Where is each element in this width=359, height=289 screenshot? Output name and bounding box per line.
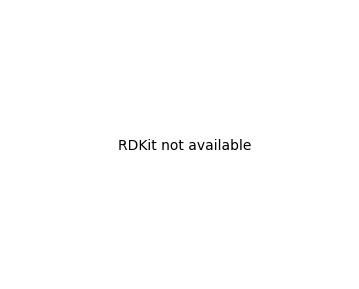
Text: RDKit not available: RDKit not available: [118, 139, 251, 153]
